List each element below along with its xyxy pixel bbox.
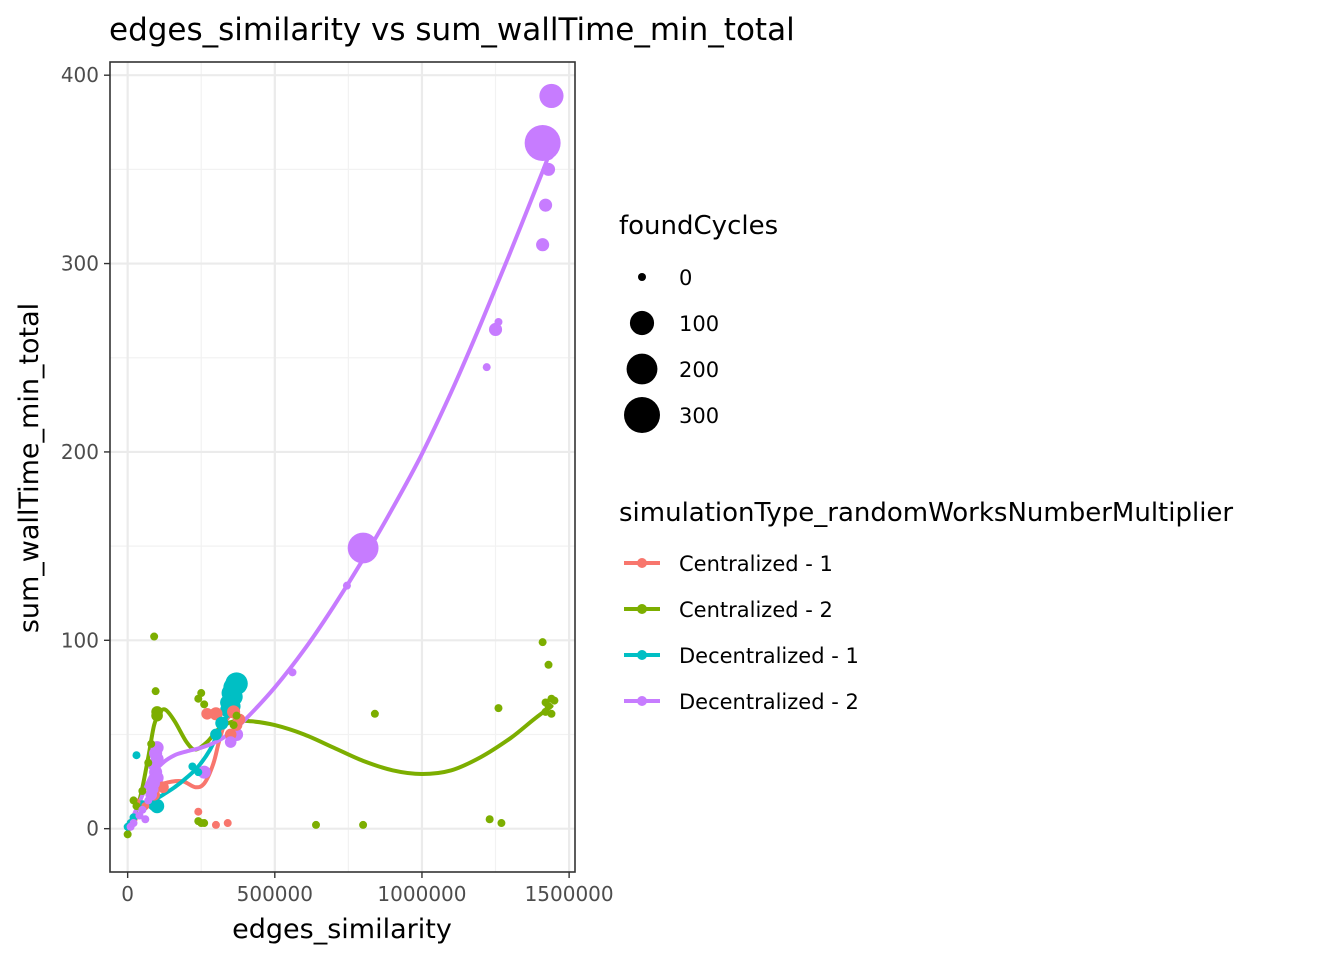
smooth-line-decentralized-2	[125, 154, 551, 831]
color-legend-dot	[637, 604, 647, 614]
point-decentralized-2	[347, 532, 379, 564]
y-tick-label: 100	[61, 628, 99, 652]
point-decentralized-1	[194, 768, 203, 777]
size-legend-label: 0	[679, 266, 692, 290]
point-centralized-2	[494, 704, 503, 713]
point-decentralized-2	[126, 822, 135, 831]
size-legend-label: 100	[679, 312, 719, 336]
point-decentralized-2	[482, 363, 491, 372]
point-centralized-2	[132, 802, 141, 811]
minor-gridlines	[110, 62, 575, 872]
point-centralized-2	[538, 638, 547, 647]
x-axis: 0 500000 1000000 1500000	[121, 872, 614, 906]
point-decentralized-2	[539, 198, 553, 212]
size-legend-key	[626, 353, 658, 385]
point-centralized-2	[497, 819, 506, 828]
point-decentralized-2	[141, 815, 150, 824]
point-centralized-2	[312, 820, 321, 829]
point-decentralized-1	[215, 716, 229, 730]
point-decentralized-1	[132, 751, 141, 760]
color-legend-dot	[637, 696, 647, 706]
point-centralized-2	[547, 694, 556, 703]
point-centralized-2	[138, 787, 147, 795]
size-legend-key	[638, 273, 646, 281]
point-centralized-2	[200, 819, 209, 828]
plot-panel-border	[109, 61, 576, 873]
point-decentralized-2	[288, 668, 297, 677]
point-decentralized-2	[135, 811, 144, 820]
size-legend-label: 200	[679, 358, 719, 382]
point-centralized-1	[157, 781, 169, 794]
point-centralized-2	[485, 815, 494, 824]
y-tick-label: 200	[61, 440, 99, 464]
color-legend-dot	[637, 650, 647, 660]
point-decentralized-2	[541, 162, 556, 176]
point-centralized-2	[200, 700, 209, 709]
size-legend-key	[624, 397, 660, 433]
y-tick-label: 400	[61, 63, 99, 87]
point-centralized-1	[223, 819, 232, 828]
point-decentralized-2	[494, 317, 503, 326]
point-decentralized-1	[188, 762, 197, 771]
point-centralized-2	[544, 660, 553, 669]
point-centralized-2	[544, 702, 553, 711]
y-axis-title: sum_wallTime_min_total	[14, 303, 45, 633]
point-centralized-1	[201, 707, 213, 720]
major-gridlines	[110, 62, 575, 872]
size-legend-key	[629, 310, 655, 336]
point-centralized-2	[359, 820, 368, 829]
color-legend-label: Centralized - 2	[679, 598, 833, 622]
point-centralized-2	[151, 687, 160, 696]
point-decentralized-1	[210, 728, 222, 741]
point-centralized-1	[211, 820, 220, 829]
point-centralized-2	[123, 830, 132, 839]
y-tick-label: 300	[61, 252, 99, 276]
point-decentralized-2	[539, 83, 564, 108]
point-centralized-1	[194, 807, 203, 816]
color-legend-label: Decentralized - 2	[679, 690, 859, 714]
color-legend-label: Centralized - 1	[679, 552, 833, 576]
x-tick-label: 1500000	[525, 882, 614, 906]
point-decentralized-2	[488, 322, 503, 337]
point-centralized-2	[232, 711, 241, 720]
color-legend-label: Decentralized - 1	[679, 644, 859, 668]
y-axis: 0 100 200 300 400	[61, 63, 110, 841]
x-tick-label: 500000	[237, 882, 313, 906]
color-legend: simulationType_randomWorksNumberMultipli…	[619, 498, 1233, 714]
point-decentralized-2	[197, 765, 211, 779]
point-centralized-2	[147, 739, 156, 748]
point-decentralized-2	[536, 238, 550, 252]
size-legend: foundCycles 0 100 200 300	[619, 211, 778, 433]
color-legend-title: simulationType_randomWorksNumberMultipli…	[619, 498, 1233, 528]
point-centralized-2	[229, 721, 238, 730]
point-centralized-2	[144, 758, 153, 767]
color-legend-dot	[637, 558, 647, 568]
x-tick-label: 1000000	[377, 882, 466, 906]
x-tick-label: 0	[121, 882, 134, 906]
point-centralized-2	[150, 632, 159, 641]
point-centralized-1	[209, 707, 223, 721]
chart-title: edges_similarity vs sum_wallTime_min_tot…	[109, 12, 795, 48]
point-decentralized-2	[524, 125, 561, 161]
y-tick-label: 0	[86, 817, 99, 841]
x-axis-title: edges_similarity	[232, 914, 452, 945]
size-legend-title: foundCycles	[619, 211, 778, 241]
point-centralized-2	[151, 709, 163, 722]
point-centralized-2	[197, 689, 206, 698]
point-decentralized-2	[224, 736, 237, 748]
point-centralized-2	[370, 709, 379, 718]
size-legend-label: 300	[679, 404, 719, 428]
point-decentralized-2	[342, 581, 351, 590]
point-decentralized-2	[542, 148, 555, 161]
data-points	[123, 83, 564, 839]
point-decentralized-2	[144, 796, 153, 805]
